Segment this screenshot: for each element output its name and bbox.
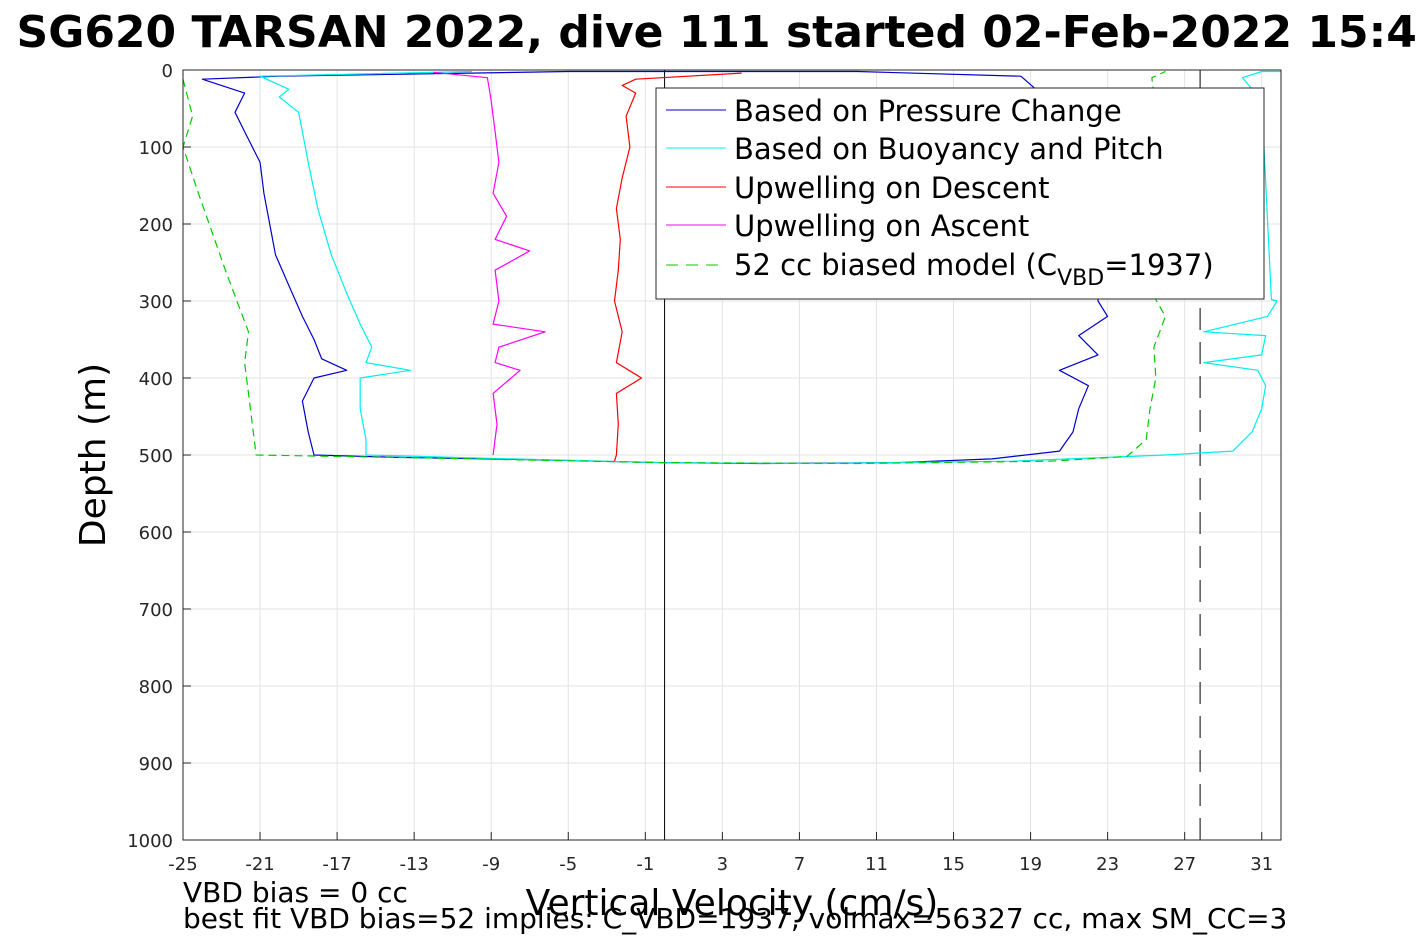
legend-label-up-descent: Upwelling on Descent	[734, 171, 1050, 205]
x-tick-label: 7	[794, 854, 805, 875]
y-axis-label: Depth (m)	[73, 363, 114, 547]
y-tick-label: 400	[139, 369, 173, 390]
y-tick-label: 700	[139, 600, 173, 621]
x-tick-label: 11	[865, 854, 888, 875]
legend-box	[655, 87, 1265, 300]
footer-line-1: VBD bias = 0 cc	[183, 876, 408, 909]
x-tick-label: 23	[1096, 854, 1119, 875]
series-line-3	[433, 71, 546, 456]
legend-label-up-ascent: Upwelling on Ascent	[734, 209, 1029, 243]
chart-title: SG620 TARSAN 2022, dive 111 started 02-F…	[17, 7, 1417, 58]
y-tick-label: 0	[162, 61, 173, 82]
x-axis-ticks: -25 -21 -17 -13 -9 -5 -1 3 7 11 15 19 23 27 31	[168, 832, 1273, 875]
legend-model-prefix: 52 cc biased model (C	[734, 248, 1057, 282]
x-tick-label: -5	[559, 854, 577, 875]
x-tick-label: -25	[168, 854, 197, 875]
legend-model-suffix: =1937)	[1104, 248, 1213, 282]
y-tick-label: 200	[139, 215, 173, 236]
y-tick-label: 500	[139, 446, 173, 467]
x-tick-label: -1	[636, 854, 654, 875]
y-tick-label: 100	[139, 138, 173, 159]
x-tick-label: 27	[1173, 854, 1196, 875]
y-tick-label: 600	[139, 523, 173, 544]
x-tick-label: -13	[399, 854, 428, 875]
legend-label-buoyancy: Based on Buoyancy and Pitch	[734, 132, 1164, 166]
x-tick-label: 19	[1019, 854, 1042, 875]
legend-model-subscript: VBD	[1057, 266, 1104, 291]
y-tick-label: 800	[139, 677, 173, 698]
x-tick-label: -9	[482, 854, 500, 875]
legend-label-pressure: Based on Pressure Change	[734, 94, 1122, 128]
series-line-2	[613, 72, 742, 462]
y-tick-label: 1000	[127, 831, 173, 852]
x-axis-label: Vertical Velocity (cm/s)	[526, 883, 939, 924]
y-axis-ticks: 0 100 200 300 400 500 600 700 800 900 1000	[127, 61, 191, 852]
x-tick-label: 31	[1250, 854, 1273, 875]
x-tick-label: -21	[245, 854, 274, 875]
y-tick-label: 900	[139, 754, 173, 775]
series-line-4	[183, 70, 1166, 465]
legend: Based on Pressure Change Based on Buoyan…	[655, 87, 1265, 300]
x-tick-label: 3	[717, 854, 728, 875]
footer-line-2: best fit VBD bias=52 implies: C_VBD=1937…	[183, 902, 1287, 935]
series-line-0	[201, 70, 1109, 465]
series-group	[183, 70, 1281, 465]
legend-label-model: 52 cc biased model (CVBD=1937)	[734, 248, 1214, 291]
x-tick-label: 15	[942, 854, 965, 875]
x-tick-label: -17	[322, 854, 351, 875]
y-tick-label: 300	[139, 292, 173, 313]
